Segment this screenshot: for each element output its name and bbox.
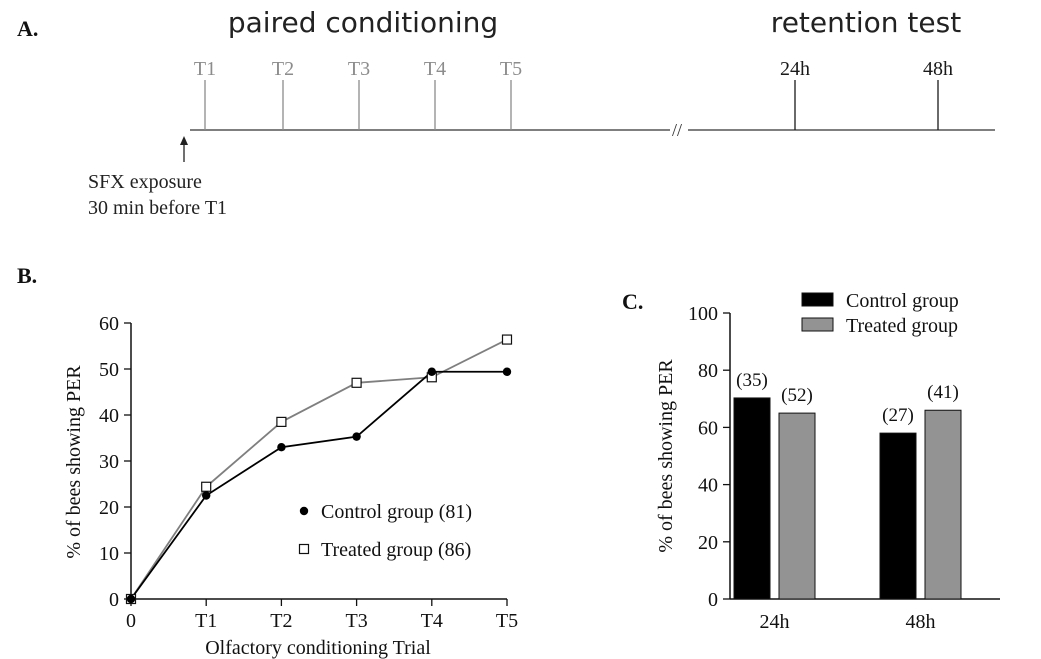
- data-point-treated: [351, 377, 362, 388]
- y-tick-label: 20: [698, 532, 718, 554]
- data-point-treated: [501, 334, 513, 345]
- data-point-control: [277, 443, 286, 452]
- y-tick-label: 60: [698, 417, 718, 439]
- legend-swatch: [801, 292, 834, 307]
- test-label: 48h: [923, 58, 953, 80]
- line-chart: 0 10 20 30 40 50 60 0 T1 T2 T3 T4 T5 Control group (8…: [99, 313, 518, 632]
- data-point-treated: [201, 481, 212, 492]
- bar-chart: 0 20 40 60 80 100 (35) (27) (52) (41) 24h 48h Contro…: [688, 290, 1000, 633]
- panel-c-label: C.: [622, 289, 643, 314]
- y-tick-label: 100: [688, 303, 718, 325]
- legend-label: Control group: [846, 290, 959, 312]
- panel-a-label: A.: [17, 16, 38, 41]
- x-tick-label: T5: [496, 610, 518, 632]
- y-tick-label: 80: [698, 360, 718, 382]
- legend-label: Treated group: [846, 315, 958, 337]
- legend-label: Treated group (86): [321, 539, 471, 561]
- sfx-note-line1: SFX exposure: [88, 171, 202, 193]
- y-tick-label: 30: [99, 451, 119, 473]
- x-tick-label: 24h: [760, 611, 790, 633]
- retention-test-title: retention test: [771, 6, 961, 39]
- x-tick-label: T3: [345, 610, 367, 632]
- data-point-control: [126, 594, 136, 604]
- panel-a: A. paired conditioning retention test //…: [17, 6, 995, 219]
- bar-data-label: (41): [927, 382, 959, 403]
- panel-b-label: B.: [17, 263, 37, 288]
- bar-data-label: (27): [882, 405, 914, 426]
- sfx-note-line2: 30 min before T1: [88, 197, 227, 219]
- y-tick-label: 60: [99, 313, 119, 335]
- line-chart-y-label: % of bees showing PER: [63, 365, 85, 559]
- bar: [924, 409, 962, 600]
- series-line: [130, 370, 507, 600]
- x-tick-label: T1: [195, 610, 217, 632]
- y-tick-label: 0: [708, 589, 718, 611]
- paired-conditioning-title: paired conditioning: [228, 6, 498, 39]
- data-point-control: [502, 367, 512, 376]
- x-tick-label: T4: [421, 610, 443, 632]
- legend-marker-control: [299, 506, 309, 516]
- legend-swatch: [801, 317, 834, 332]
- bar: [733, 397, 771, 600]
- y-tick-label: 20: [99, 497, 119, 519]
- panel-c: C. % of bees showing PER 0 20 40 60 80 100 (35…: [622, 289, 1000, 633]
- trial-markers: T1 T2 T3 T4 T5: [194, 58, 522, 130]
- y-tick-label: 50: [99, 359, 119, 381]
- data-point-treated: [276, 416, 287, 427]
- panel-b: B. % of bees showing PER Olfactory condi…: [17, 263, 518, 659]
- test-markers: 24h 48h: [780, 58, 953, 130]
- bar: [778, 412, 816, 600]
- y-tick-label: 40: [698, 475, 718, 497]
- trial-label: T1: [194, 58, 216, 80]
- trial-label: T4: [424, 58, 446, 80]
- test-label: 24h: [780, 58, 810, 80]
- data-point-control: [202, 491, 211, 500]
- trial-label: T2: [272, 58, 294, 80]
- bar: [879, 432, 917, 600]
- data-point-control: [352, 432, 361, 441]
- trial-label: T5: [500, 58, 522, 80]
- sfx-arrow-icon: [180, 136, 188, 145]
- data-point-control: [427, 367, 436, 376]
- legend-marker-treated: [298, 543, 310, 555]
- x-tick-label: T2: [270, 610, 292, 632]
- y-tick-label: 0: [109, 589, 119, 611]
- y-tick-label: 40: [99, 405, 119, 427]
- y-tick-label: 10: [99, 543, 119, 565]
- bar-data-label: (35): [736, 370, 768, 391]
- axis-break-mark: //: [672, 120, 682, 140]
- x-tick-label: 0: [126, 610, 136, 632]
- bar-data-label: (52): [781, 385, 813, 406]
- x-tick-label: 48h: [906, 611, 936, 633]
- line-chart-x-label: Olfactory conditioning Trial: [205, 637, 431, 659]
- legend-label: Control group (81): [321, 501, 472, 523]
- trial-label: T3: [348, 58, 370, 80]
- bar-chart-y-label: % of bees showing PER: [655, 359, 677, 553]
